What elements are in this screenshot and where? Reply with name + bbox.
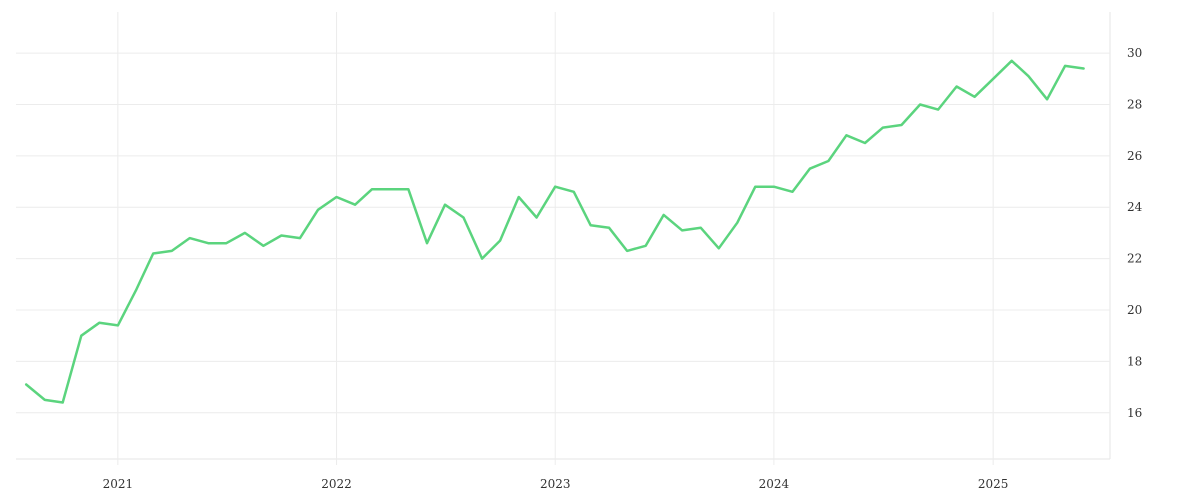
- y-tick-label: 26: [1127, 149, 1142, 163]
- y-tick-label: 22: [1127, 252, 1142, 266]
- y-tick-label: 28: [1127, 97, 1142, 111]
- x-tick-label: 2022: [321, 477, 352, 491]
- x-tick-label: 2024: [759, 477, 790, 491]
- x-tick-label: 2023: [540, 477, 571, 491]
- y-tick-label: 18: [1127, 354, 1142, 368]
- y-tick-label: 30: [1127, 46, 1142, 60]
- grid-layer: [16, 12, 1111, 465]
- series-line: [24, 59, 1085, 404]
- x-tick-label: 2025: [978, 477, 1009, 491]
- y-tick-label: 24: [1127, 200, 1143, 214]
- x-tick-label: 2021: [103, 477, 134, 491]
- y-tick-label: 20: [1127, 303, 1142, 317]
- y-tick-label: 16: [1127, 406, 1142, 420]
- series-layer: [24, 59, 1085, 404]
